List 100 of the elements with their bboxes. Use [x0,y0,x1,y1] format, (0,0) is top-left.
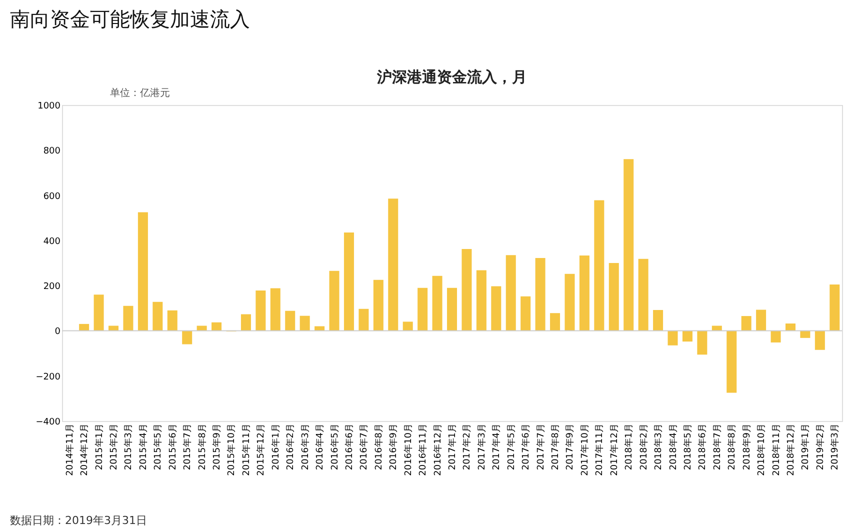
x-tick-label: 2017年8月 [550,424,562,470]
bar [329,270,340,331]
x-tick-label: 2017年6月 [520,424,532,470]
x-tick-label: 2015年7月 [182,424,194,470]
x-tick-label: 2015年8月 [196,424,208,470]
y-tick-label: 600 [43,192,61,202]
bar [476,270,486,331]
bar [624,159,634,331]
bar [814,330,825,350]
x-tick-label: 2018年1月 [624,424,635,470]
bar [152,302,163,331]
y-tick-label: 800 [43,146,61,157]
y-tick-label: 200 [43,282,61,292]
x-tick-label: 2015年3月 [123,424,134,470]
bar [653,310,664,331]
bar [712,326,722,331]
bar [638,258,648,331]
y-tick-label: 1000 [38,102,61,112]
x-tick-label: 2018年7月 [712,424,723,470]
x-tick-label: 2019年1月 [800,424,812,470]
x-tick-label: 2016年9月 [388,424,400,470]
x-tick-label: 2014年11月 [64,424,76,476]
bar [726,330,737,393]
x-tick-label: 2016年11月 [418,424,429,476]
bar [344,232,354,331]
x-tick-label: 2018年10月 [756,424,768,476]
bar [668,330,678,346]
bar [830,284,840,331]
x-tick-label: 2017年10月 [579,424,590,476]
x-tick-label: 2017年4月 [491,424,502,470]
y-tick-label: −200 [36,372,61,382]
bar [182,330,192,344]
x-tick-label: 2016年12月 [432,424,444,476]
bar [388,198,398,331]
x-tick-label: 2018年3月 [653,424,664,470]
bar [770,330,781,342]
bar [800,330,810,338]
bar [123,306,134,331]
bar [256,290,266,331]
x-tick-label: 2017年5月 [506,424,517,470]
x-tick-label: 2016年2月 [285,424,296,470]
bar [240,314,251,331]
bar [506,255,516,331]
x-tick-label: 2016年8月 [373,424,384,470]
bar [520,296,531,331]
bar [741,316,752,331]
x-tick-label: 2016年7月 [358,424,370,470]
bar [535,258,546,331]
x-tick-label: 2014年12月 [79,424,90,476]
x-tick-label: 2018年4月 [668,424,679,470]
bar [373,280,384,331]
x-tick-label: 2018年2月 [638,424,650,470]
x-tick-label: 2019年2月 [814,424,826,470]
bar [285,310,296,331]
bar [608,263,619,331]
x-tick-label: 2017年2月 [462,424,473,470]
x-tick-label: 2018年8月 [726,424,738,470]
x-tick-label: 2016年3月 [300,424,311,470]
y-tick-label: −400 [36,418,61,428]
x-tick-label: 2016年5月 [329,424,340,470]
x-tick-label: 2017年12月 [608,424,620,476]
x-tick-label: 2018年11月 [770,424,782,476]
x-tick-label: 2018年9月 [741,424,752,470]
bar [196,326,207,331]
bar [697,330,708,355]
x-tick-label: 2016年1月 [270,424,282,470]
x-tick-label: 2017年1月 [447,424,458,470]
bar [300,316,310,331]
x-tick-label: 2018年12月 [785,424,796,476]
bar [785,323,796,331]
bar [270,288,280,331]
x-tick-label: 2018年6月 [697,424,708,470]
x-tick-label: 2017年3月 [476,424,488,470]
bar [447,288,457,331]
chart-subtitle: 沪深港通资金流入，月 [376,68,527,86]
x-tick-label: 2015年5月 [152,424,164,470]
bar [108,326,119,331]
chart-title: 南向资金可能恢复加速流入 [10,7,250,31]
x-tick-label: 2017年7月 [535,424,546,470]
x-tick-label: 2016年6月 [344,424,355,470]
bar [491,286,502,331]
x-tick-label: 2015年12月 [256,424,267,476]
bar [138,212,148,331]
bar [550,313,560,331]
bar [94,294,104,331]
bar [756,310,766,331]
bar [682,330,692,342]
y-tick-label: 0 [54,327,61,338]
text: 数据日期：2019年3月31日 [10,514,147,526]
x-tick-label: 2016年10月 [402,424,414,476]
bar [167,310,178,331]
text: 单位：亿港元 [110,87,170,99]
x-tick-label: 2016年4月 [314,424,326,470]
y-tick-label: 400 [43,236,61,247]
x-tick-label: 2015年9月 [212,424,223,470]
bar [418,288,428,331]
x-tick-label: 2015年2月 [108,424,120,470]
x-tick-label: 2018年5月 [682,424,694,470]
bar [432,276,442,331]
x-tick-label: 2015年10月 [226,424,238,476]
